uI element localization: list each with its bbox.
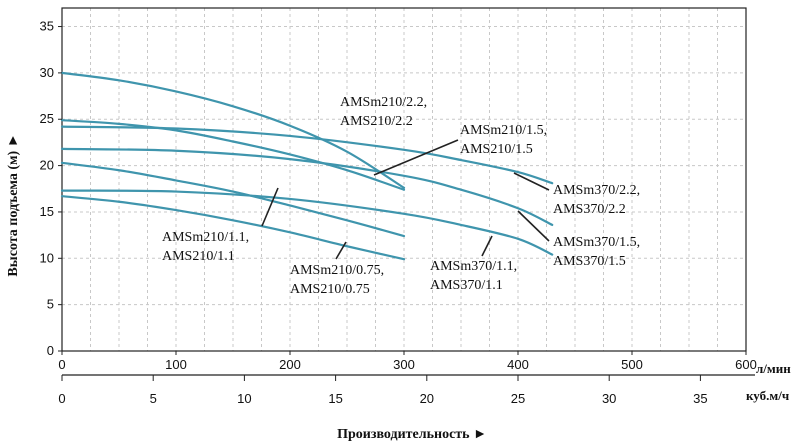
curve-label-5: AMSm370/1.5, AMS370/1.5	[553, 235, 640, 269]
curve-label-1: AMSm210/1.5, AMS210/1.5	[460, 123, 547, 157]
x-tick-label-m3h: 25	[511, 391, 525, 406]
curve-label-6: AMSm370/1.1, AMS370/1.1	[430, 259, 517, 293]
leader-line-1	[373, 139, 459, 176]
curve-label-line: AMS210/1.1	[162, 249, 235, 264]
leader-line-3	[335, 241, 347, 260]
x-tick-label-m3h: 10	[237, 391, 251, 406]
y-tick-label: 0	[47, 343, 54, 358]
x-tick-label-lmin: 600	[735, 357, 757, 372]
x-unit-m3h: куб.м/ч	[746, 388, 789, 403]
pump-curves	[60, 71, 554, 261]
x-tick-label-lmin: 400	[507, 357, 529, 372]
curve-label-line: AMS210/0.75	[290, 282, 370, 297]
y-tick-label: 30	[40, 65, 54, 80]
leader-line-4	[513, 172, 550, 191]
y-tick-label: 20	[40, 158, 54, 173]
y-tick-label: 25	[40, 111, 54, 126]
leader-line-5	[517, 210, 550, 242]
x-tick-label-lmin: 500	[621, 357, 643, 372]
curve-label-4: AMSm370/2.2, AMS370/2.2	[553, 183, 640, 217]
y-axis-title: Высота подъема (м) ►	[6, 133, 21, 276]
leader-line-2	[261, 187, 279, 227]
curve-label-line: AMSm210/1.1,	[162, 230, 249, 245]
x-tick-label-lmin: 100	[165, 357, 187, 372]
curve-labels: AMSm210/2.2, AMS210/2.2 AMSm210/1.5, AMS210…	[162, 95, 640, 297]
curve-series-4	[60, 125, 554, 185]
x-axis-lmin-ticks: 0 100 200 300 400 500 600	[58, 351, 757, 372]
label-leader-lines	[261, 139, 550, 260]
curve-label-line: AMSm370/2.2,	[553, 183, 640, 198]
y-tick-label: 5	[47, 297, 54, 312]
x-tick-label-lmin: 0	[58, 357, 65, 372]
curve-label-line: AMS370/2.2	[553, 202, 626, 217]
curve-series-2	[60, 161, 406, 238]
x-tick-label-m3h: 35	[693, 391, 707, 406]
x-tick-label-m3h: 20	[420, 391, 434, 406]
y-tick-label: 15	[40, 204, 54, 219]
x-tick-label-lmin: 300	[393, 357, 415, 372]
curve-label-line: AMS210/2.2	[340, 114, 413, 129]
x-axis-title: Производительность ►	[337, 427, 487, 442]
plot-frame	[61, 7, 747, 352]
curve-label-line: AMSm370/1.5,	[553, 235, 640, 250]
x-tick-label-m3h: 30	[602, 391, 616, 406]
y-axis-ticks: 0 5 10 15 20 25 30 35	[40, 19, 62, 358]
curve-label-line: AMS370/1.5	[553, 254, 626, 269]
x-tick-label-m3h: 0	[58, 391, 65, 406]
curve-series-5	[60, 147, 554, 227]
curve-label-line: AMS210/1.5	[460, 142, 533, 157]
curve-label-line: AMSm210/0.75,	[290, 263, 384, 278]
curve-label-3: AMSm210/0.75, AMS210/0.75	[290, 263, 384, 297]
curve-label-line: AMSm210/1.5,	[460, 123, 547, 138]
curve-label-line: AMSm210/2.2,	[340, 95, 427, 110]
grid-lines	[62, 8, 746, 351]
x-unit-lmin: л/мин	[756, 361, 791, 376]
curve-label-0: AMSm210/2.2, AMS210/2.2	[340, 95, 427, 129]
curve-label-2: AMSm210/1.1, AMS210/1.1	[162, 230, 249, 264]
curve-label-line: AMS370/1.1	[430, 278, 503, 293]
curve-series-1	[60, 119, 406, 191]
x-tick-label-m3h: 5	[150, 391, 157, 406]
x-axis-m3h-ticks: 0 5 10 15 20 25 30 35	[58, 375, 708, 406]
leader-line-6	[481, 235, 493, 257]
curve-series-3	[60, 195, 406, 261]
x-tick-label-lmin: 200	[279, 357, 301, 372]
curve-series-0	[60, 71, 406, 189]
y-tick-label: 10	[40, 250, 54, 265]
y-tick-label: 35	[40, 19, 54, 34]
x-tick-label-m3h: 15	[328, 391, 342, 406]
curve-series-6	[60, 189, 554, 256]
curve-label-line: AMSm370/1.1,	[430, 259, 517, 274]
